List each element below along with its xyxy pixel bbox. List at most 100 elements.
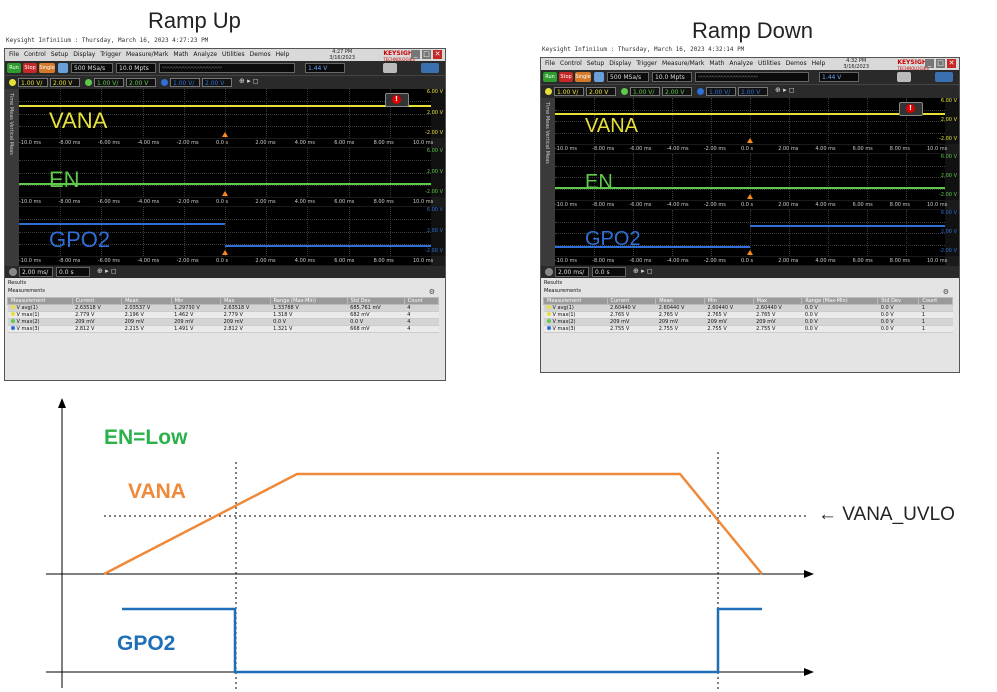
run-button[interactable]: Run [7, 63, 21, 73]
column-header[interactable]: Range (Max-Min) [801, 297, 879, 305]
stop-button[interactable]: Stop [23, 63, 37, 73]
fit-view-icon[interactable] [383, 63, 397, 73]
menu-item-measuremark[interactable]: Measure/Mark [126, 51, 169, 58]
channel-1-scale[interactable]: 1.00 V/ [554, 87, 584, 96]
table-row[interactable]: V max(1) 2.779 V 2.196 V 1.462 V 2.779 V 1.31… [7, 311, 439, 319]
column-header[interactable]: Measurement [7, 297, 73, 305]
minimize-button[interactable]: _ [411, 50, 420, 59]
column-header[interactable]: Max [220, 297, 271, 305]
results-settings-icon[interactable]: ⚙ [942, 288, 949, 296]
run-button[interactable]: Run [543, 72, 557, 82]
menu-item-analyze[interactable]: Analyze [193, 51, 218, 58]
timebase-field[interactable]: 2.00 ms/ [555, 267, 589, 277]
waveform-panel-2[interactable]: EN [19, 148, 431, 197]
waveform-panel-1[interactable]: VANA! [555, 98, 945, 144]
ai-assist-icon[interactable] [935, 72, 953, 82]
channel-3-indicator[interactable] [161, 79, 168, 86]
channel-3-offset[interactable]: 2.00 V [202, 78, 232, 87]
delay-field[interactable]: 0.0 s [56, 267, 90, 277]
channel-2-indicator[interactable] [621, 88, 628, 95]
waveform-panel-1[interactable]: VANA! [19, 89, 431, 138]
column-header[interactable]: Mean [121, 297, 172, 305]
channel-1-indicator[interactable] [545, 88, 552, 95]
menu-item-measuremark[interactable]: Measure/Mark [662, 60, 705, 67]
waveform-panel-3[interactable]: GPO2 [19, 207, 431, 256]
channel-1-scale[interactable]: 1.00 V/ [18, 78, 48, 87]
column-header[interactable]: Current [606, 297, 657, 305]
memory-depth-field[interactable]: 10.0 Mpts [652, 72, 692, 82]
menu-item-demos[interactable]: Demos [249, 51, 271, 58]
channel-nav-icon[interactable]: ⊕ ▸ ◻ [775, 86, 795, 94]
table-row[interactable]: V max(3) 2.812 V 2.215 V 1.491 V 2.812 V 1.32… [7, 325, 439, 333]
single-button[interactable]: Single [575, 72, 591, 82]
close-button[interactable]: ✕ [947, 59, 956, 68]
sample-rate-field[interactable]: 500 MSa/s [607, 72, 649, 82]
channel-3-indicator[interactable] [697, 88, 704, 95]
column-header[interactable]: Mean [655, 297, 705, 305]
menu-item-control[interactable]: Control [24, 51, 46, 58]
waveform-panel-3[interactable]: GPO2 [555, 210, 945, 256]
maximize-button[interactable]: □ [936, 59, 945, 68]
channel-nav-icon[interactable]: ⊕ ▸ ◻ [239, 77, 259, 85]
menu-item-file[interactable]: File [545, 60, 556, 67]
channel-2-indicator[interactable] [85, 79, 92, 86]
timebase-nav-icon[interactable]: ⊕ ▸ ◻ [97, 267, 117, 275]
menu-item-setup[interactable]: Setup [586, 60, 605, 67]
channel-3-scale[interactable]: 1.00 V/ [170, 78, 200, 87]
table-row[interactable]: V max(1) 2.765 V 2.765 V 2.765 V 2.765 V 0.0 … [543, 311, 953, 319]
menu-item-display[interactable]: Display [73, 51, 96, 58]
timebase-icon[interactable] [545, 268, 553, 276]
alarm-indicator[interactable]: ! [385, 93, 409, 107]
menu-item-file[interactable]: File [9, 51, 20, 58]
table-row[interactable]: V avg(1) 2.63518 V 2.03537 V 1.29730 V 2.635… [7, 304, 439, 312]
menu-item-demos[interactable]: Demos [785, 60, 807, 67]
stop-button[interactable]: Stop [559, 72, 573, 82]
alarm-indicator[interactable]: ! [899, 102, 923, 116]
channel-1-offset[interactable]: 2.00 V [50, 78, 80, 87]
maximize-button[interactable]: □ [422, 50, 431, 59]
channel-2-scale[interactable]: 1.00 V/ [94, 78, 124, 87]
channel-2-offset[interactable]: 2.00 V [126, 78, 156, 87]
column-header[interactable]: Measurement [543, 297, 608, 305]
column-header[interactable]: Std Dev [877, 297, 920, 305]
column-header[interactable]: Count [918, 297, 953, 305]
menu-item-analyze[interactable]: Analyze [729, 60, 754, 67]
table-row[interactable]: V avg(1) 2.60440 V 2.60440 V 2.60440 V 2.604… [543, 304, 953, 312]
channel-3-scale[interactable]: 1.00 V/ [706, 87, 736, 96]
table-row[interactable]: V max(2) 209 mV 209 mV 209 mV 209 mV 0.0 V 0.0… [7, 318, 439, 326]
results-settings-icon[interactable]: ⚙ [428, 288, 435, 296]
menu-item-setup[interactable]: Setup [50, 51, 69, 58]
autoscale-icon[interactable] [594, 72, 604, 82]
column-header[interactable]: Range (Max-Min) [269, 297, 348, 305]
waveform-panel-2[interactable]: EN [555, 154, 945, 200]
channel-1-indicator[interactable] [9, 79, 16, 86]
menu-item-trigger[interactable]: Trigger [100, 51, 122, 58]
column-header[interactable]: Min [703, 297, 754, 305]
menu-item-display[interactable]: Display [609, 60, 632, 67]
table-row[interactable]: V max(3) 2.755 V 2.755 V 2.755 V 2.755 V 0.0 … [543, 325, 953, 333]
column-header[interactable]: Count [403, 297, 440, 305]
table-row[interactable]: V max(2) 209 mV 209 mV 209 mV 209 mV 0.0 V 0.0… [543, 318, 953, 326]
channel-3-offset[interactable]: 2.00 V [738, 87, 768, 96]
column-header[interactable]: Min [170, 297, 222, 305]
channel-1-offset[interactable]: 2.00 V [586, 87, 616, 96]
menu-item-math[interactable]: Math [709, 60, 725, 67]
delay-field[interactable]: 0.0 s [592, 267, 626, 277]
menu-item-trigger[interactable]: Trigger [636, 60, 658, 67]
timebase-field[interactable]: 2.00 ms/ [19, 267, 53, 277]
fit-view-icon[interactable] [897, 72, 911, 82]
menu-item-math[interactable]: Math [173, 51, 189, 58]
timebase-icon[interactable] [9, 268, 17, 276]
minimize-button[interactable]: _ [925, 59, 934, 68]
menu-item-utilities[interactable]: Utilities [758, 60, 781, 67]
column-header[interactable]: Max [752, 297, 803, 305]
menu-item-help[interactable]: Help [275, 51, 290, 58]
channel-2-offset[interactable]: 2.00 V [662, 87, 692, 96]
column-header[interactable]: Current [71, 297, 123, 305]
channel-2-scale[interactable]: 1.00 V/ [630, 87, 660, 96]
menu-item-control[interactable]: Control [560, 60, 582, 67]
sample-rate-field[interactable]: 500 MSa/s [71, 63, 113, 73]
trigger-level-field[interactable]: 1.44 V [305, 63, 345, 73]
memory-depth-field[interactable]: 10.0 Mpts [116, 63, 156, 73]
menu-item-help[interactable]: Help [811, 60, 826, 67]
